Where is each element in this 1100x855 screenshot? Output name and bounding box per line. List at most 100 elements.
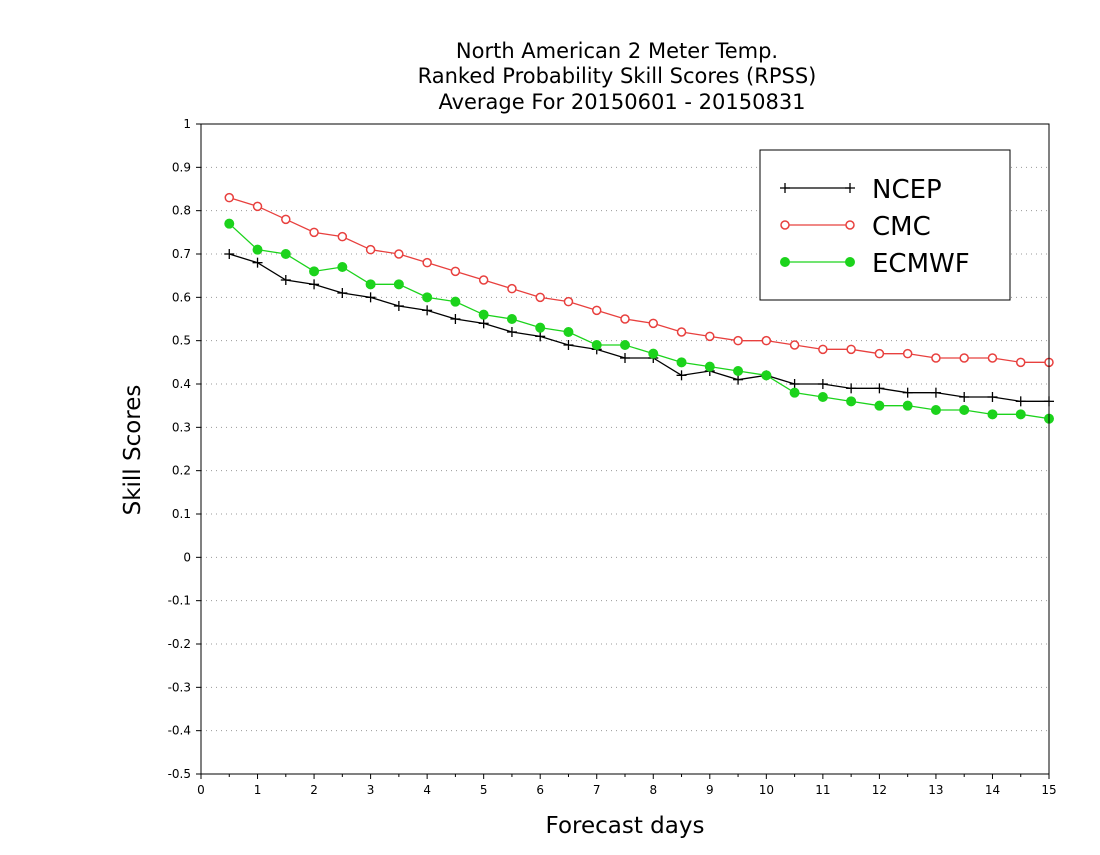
legend: NCEP CMC ECMWF bbox=[759, 149, 1011, 301]
y-tick-label: 0.8 bbox=[172, 204, 191, 218]
legend-item-cmc: CMC bbox=[780, 212, 931, 242]
point-cmc bbox=[648, 318, 659, 329]
point-cmc bbox=[591, 305, 602, 316]
legend-marker-ecmwf bbox=[845, 257, 855, 267]
legend-item-ecmwf: ECMWF bbox=[780, 249, 970, 279]
point-ecmwf bbox=[393, 279, 404, 290]
point-ncep bbox=[817, 379, 828, 389]
point-ecmwf bbox=[535, 322, 546, 333]
point-ecmwf bbox=[337, 262, 348, 272]
y-tick-label: -0.1 bbox=[168, 594, 191, 608]
y-tick-label: 1 bbox=[183, 117, 191, 131]
point-cmc bbox=[902, 348, 913, 359]
point-ecmwf bbox=[506, 314, 517, 324]
y-tick-label: -0.2 bbox=[168, 637, 191, 651]
y-tick-label: -0.4 bbox=[168, 724, 191, 738]
point-ncep bbox=[874, 383, 885, 394]
point-ncep bbox=[450, 314, 461, 324]
point-cmc bbox=[620, 314, 630, 324]
point-ecmwf bbox=[704, 361, 715, 372]
x-tick-label: 8 bbox=[649, 783, 657, 797]
point-cmc bbox=[874, 348, 885, 359]
series-line-cmc bbox=[229, 197, 1049, 363]
x-tick-label: 13 bbox=[928, 783, 943, 797]
y-tick-label: 0.5 bbox=[172, 334, 191, 348]
point-ecmwf bbox=[761, 370, 772, 381]
point-ecmwf bbox=[930, 405, 941, 415]
x-tick-label: 10 bbox=[759, 783, 774, 797]
legend-marker-cmc bbox=[780, 220, 790, 230]
legend-label-ecmwf: ECMWF bbox=[872, 249, 970, 279]
legend-marker-ncep bbox=[845, 183, 855, 193]
legend-item-ncep: NCEP bbox=[780, 175, 942, 205]
x-tick-label: 14 bbox=[985, 783, 1000, 797]
point-ecmwf bbox=[309, 266, 320, 277]
point-ncep bbox=[1015, 396, 1026, 407]
title-line-1: North American 2 Meter Temp. bbox=[456, 39, 778, 63]
point-ecmwf bbox=[789, 387, 800, 398]
point-ecmwf bbox=[450, 296, 461, 307]
point-ncep bbox=[535, 331, 546, 342]
point-cmc bbox=[450, 266, 461, 277]
point-ncep bbox=[506, 327, 517, 337]
point-ecmwf bbox=[648, 348, 659, 359]
point-ncep bbox=[478, 318, 489, 329]
point-ecmwf bbox=[846, 396, 857, 407]
legend-entries: NCEP CMC ECMWF bbox=[780, 175, 970, 279]
point-ncep bbox=[422, 305, 433, 316]
point-cmc bbox=[563, 296, 574, 307]
chart-title: North American 2 Meter Temp. Ranked Prob… bbox=[418, 39, 817, 114]
point-cmc bbox=[478, 275, 489, 285]
point-ncep bbox=[224, 249, 235, 259]
x-tick-label: 3 bbox=[367, 783, 375, 797]
point-ncep bbox=[987, 392, 998, 402]
point-ncep bbox=[846, 383, 857, 394]
x-tick-label: 1 bbox=[254, 783, 262, 797]
x-axis-title: Forecast days bbox=[546, 813, 705, 839]
point-cmc bbox=[365, 244, 376, 255]
plot-frame bbox=[200, 123, 1050, 775]
y-tick-label: -0.3 bbox=[168, 680, 191, 694]
point-ncep bbox=[252, 257, 263, 268]
x-tick-label: 15 bbox=[1041, 783, 1056, 797]
legend-marker-ecmwf bbox=[780, 257, 790, 267]
point-ncep bbox=[309, 279, 320, 290]
point-cmc bbox=[535, 292, 545, 303]
point-ecmwf bbox=[563, 327, 574, 337]
point-ncep bbox=[337, 288, 348, 298]
point-ecmwf bbox=[874, 400, 885, 411]
point-ecmwf bbox=[959, 405, 970, 415]
data-series bbox=[224, 192, 1054, 424]
y-tick-label: 0.6 bbox=[172, 290, 191, 304]
point-ncep bbox=[280, 275, 291, 285]
y-axis-title: Skill Scores bbox=[120, 385, 146, 516]
legend-label-ncep: NCEP bbox=[872, 175, 942, 205]
point-cmc bbox=[337, 231, 348, 242]
y-tick-label: 0.2 bbox=[172, 464, 191, 478]
legend-label-cmc: CMC bbox=[872, 212, 931, 242]
x-tick-label: 2 bbox=[310, 783, 318, 797]
point-cmc bbox=[987, 353, 998, 363]
legend-marker-cmc bbox=[845, 220, 855, 230]
y-tick-label: 0.7 bbox=[172, 247, 191, 261]
point-cmc bbox=[761, 335, 772, 346]
point-ecmwf bbox=[987, 409, 998, 420]
series-cmc bbox=[224, 192, 1054, 368]
point-ecmwf bbox=[676, 357, 687, 368]
point-cmc bbox=[705, 331, 715, 342]
point-ncep bbox=[733, 374, 744, 385]
point-cmc bbox=[676, 327, 687, 337]
point-ecmwf bbox=[478, 309, 489, 320]
point-ncep bbox=[393, 301, 404, 311]
axis-ticks: -0.5 -0.4 -0.3 -0.2 -0.1 0 0.1 0.2 0.3 0.4 0.5 0.6 0… bbox=[168, 117, 1057, 797]
point-ncep bbox=[902, 387, 913, 398]
x-tick-label: 5 bbox=[480, 783, 488, 797]
point-ncep bbox=[563, 340, 574, 350]
point-cmc bbox=[931, 353, 941, 363]
point-cmc bbox=[422, 257, 432, 268]
x-tick-label: 6 bbox=[536, 783, 544, 797]
y-tick-label: 0 bbox=[183, 550, 191, 564]
point-ncep bbox=[365, 292, 376, 303]
